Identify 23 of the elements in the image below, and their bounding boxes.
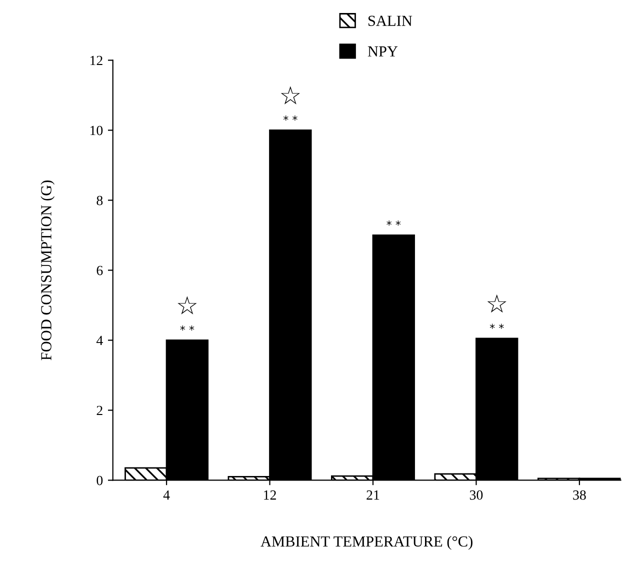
x-tick-label: 38 [573,490,586,500]
legend-label: NPY [368,46,398,56]
y-tick-label: 0 [96,476,103,486]
legend-label: SALIN [368,16,412,26]
annotation: ☆ [487,294,506,313]
x-tick-label: 12 [264,490,276,500]
annotation: ☆ [280,86,300,104]
annotation: ☆ [178,296,197,314]
y-tick-label: 4 [96,336,103,346]
annotation: * * [180,326,194,331]
y-tick-label: 8 [96,196,103,206]
x-tick-label: 4 [163,490,170,500]
y-tick-label: 6 [96,266,103,276]
y-tick-label: 12 [90,56,102,66]
y-tick-label: 2 [96,406,102,416]
annotation: * * [283,116,298,121]
y-tick-label: 10 [90,126,103,136]
y-axis-title: FOOD CONSUMPTION (G) [40,180,55,360]
x-axis-title: AMBIENT TEMPERATURE (°C) [260,536,472,550]
annotation: * * [490,324,504,329]
annotation: * * [386,220,401,226]
x-tick-label: 30 [470,490,483,500]
x-tick-label: 21 [366,490,380,500]
